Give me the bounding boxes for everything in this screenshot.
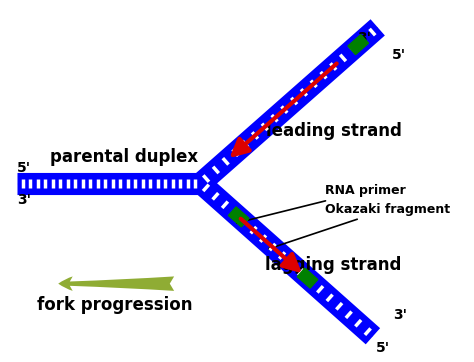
Bar: [348, 35, 368, 55]
Text: 5': 5': [392, 49, 406, 62]
Text: lagging strand: lagging strand: [265, 256, 401, 274]
Bar: [228, 207, 249, 227]
Text: parental duplex: parental duplex: [50, 148, 198, 167]
Bar: [297, 268, 318, 288]
Text: 5': 5': [375, 341, 390, 355]
Text: Okazaki fragment: Okazaki fragment: [269, 203, 450, 249]
Text: 3': 3': [17, 193, 31, 207]
Text: 5': 5': [17, 161, 31, 175]
Text: 3': 3': [392, 308, 407, 322]
Text: 3': 3': [357, 31, 371, 45]
Text: leading strand: leading strand: [266, 122, 401, 140]
Text: RNA primer: RNA primer: [237, 184, 406, 224]
Text: fork progression: fork progression: [37, 296, 192, 314]
